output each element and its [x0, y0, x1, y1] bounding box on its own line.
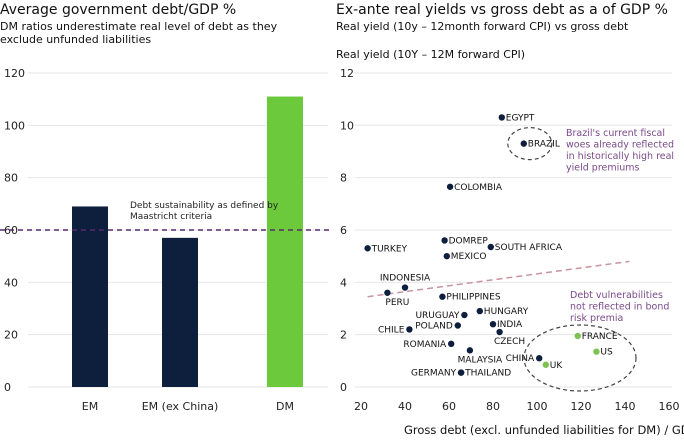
brazil-highlight-circle: [507, 127, 553, 161]
y-tick-label: 0: [4, 381, 11, 394]
bar: [72, 206, 108, 387]
left-chart-subtitle: DM ratios underestimate real level of de…: [0, 20, 278, 46]
y-tick-label: 10: [340, 119, 354, 132]
right-chart-subtitle: Real yield (10y – 12month forward CPI) v…: [336, 20, 629, 33]
data-point: [443, 252, 450, 260]
point-label: PERU: [385, 298, 409, 308]
data-point: [536, 355, 543, 362]
x-tick-label: 80: [486, 400, 500, 413]
x-tick-label: EM: [82, 400, 98, 413]
point-label: HUNGARY: [484, 307, 529, 317]
data-point: [454, 322, 461, 329]
trendline: [367, 260, 630, 298]
data-point: [406, 326, 413, 333]
data-point: [439, 293, 446, 300]
y-tick-label: 120: [4, 67, 25, 80]
point-label: TURKEY: [371, 244, 408, 254]
annotation-text: not reflected in bond: [570, 302, 669, 313]
data-point: [384, 289, 391, 296]
point-label: GERMANY: [411, 369, 457, 379]
y-tick-label: 2: [340, 329, 347, 342]
right-chart-title: Ex-ante real yields vs gross debt as a o…: [336, 2, 668, 18]
data-point: [520, 140, 527, 147]
x-tick-label: DM: [276, 400, 294, 413]
point-label: US: [600, 348, 613, 358]
data-point: [364, 245, 371, 252]
x-tick-label: 120: [571, 400, 592, 413]
point-label: INDIA: [497, 320, 523, 330]
point-label: ROMANIA: [403, 340, 447, 350]
y-tick-label: 12: [340, 67, 354, 80]
y-tick-label: 6: [340, 224, 347, 237]
data-point: [466, 347, 474, 354]
point-label: UK: [550, 361, 564, 371]
annotation-text: woes already reflected: [566, 140, 674, 151]
data-point: [441, 237, 448, 244]
point-label: POLAND: [415, 322, 453, 332]
annotation-text: yield premiums: [566, 163, 640, 174]
reference-label: Debt sustainability as defined by: [130, 201, 279, 211]
point-label: FRANCE: [582, 332, 618, 342]
data-point: [498, 114, 505, 121]
point-label: CZECH: [494, 337, 525, 347]
y-tick-label: 4: [340, 276, 347, 289]
bar: [162, 237, 198, 387]
data-point: [401, 284, 409, 291]
data-point: [448, 340, 455, 348]
data-point: [496, 328, 503, 336]
reference-label: Maastricht criteria: [130, 212, 212, 222]
point-label: PHILIPPINES: [446, 293, 500, 303]
point-label: MEXICO: [451, 252, 487, 262]
point-label: COLOMBIA: [454, 183, 503, 193]
dm-highlight-circle: [523, 324, 637, 392]
point-label: CHILE: [378, 325, 405, 335]
x-tick-label: 40: [398, 400, 412, 413]
y-tick-label: 100: [4, 119, 25, 132]
point-label: SOUTH AFRICA: [495, 243, 563, 253]
data-point: [487, 243, 494, 251]
x-tick-label: 160: [659, 400, 680, 413]
right-chart-xlabel: Gross debt (excl. unfunded liabilities f…: [404, 423, 684, 437]
y-tick-label: 40: [4, 276, 18, 289]
point-label: MALAYSIA: [458, 355, 503, 365]
data-point: [489, 320, 497, 328]
y-tick-label: 80: [4, 172, 18, 185]
point-label: BRAZIL: [528, 140, 560, 150]
x-tick-label: 100: [527, 400, 548, 413]
y-tick-label: 0: [340, 381, 347, 394]
data-point: [574, 332, 581, 340]
x-tick-label: 140: [615, 400, 636, 413]
data-point: [542, 361, 549, 368]
point-label: THAILAND: [464, 369, 511, 379]
data-point: [461, 311, 468, 319]
x-tick-label: 60: [442, 400, 456, 413]
data-point: [593, 348, 600, 355]
point-label: DOMREP: [449, 236, 489, 246]
bar: [267, 96, 303, 388]
right-chart-ylabel: Real yield (10Y – 12M forward CPI): [336, 48, 526, 61]
data-point: [457, 369, 465, 376]
point-label: URUGUAY: [415, 311, 459, 321]
point-label: EGYPT: [506, 113, 535, 123]
annotation-text: Debt vulnerabilities: [570, 290, 663, 301]
x-tick-label: EM (ex China): [142, 400, 219, 413]
data-point: [476, 307, 483, 315]
point-label: INDONESIA: [380, 274, 431, 284]
point-label: CHINA: [506, 354, 535, 364]
annotation-text: risk premia: [570, 313, 623, 324]
annotation-text: Brazil's current fiscal: [566, 128, 665, 139]
annotation-text: in historically high real: [566, 151, 674, 162]
y-tick-label: 20: [4, 329, 18, 342]
y-tick-label: 8: [340, 172, 347, 185]
data-point: [446, 183, 454, 190]
left-chart-title: Average government debt/GDP %: [0, 2, 237, 18]
x-tick-label: 20: [354, 400, 368, 413]
